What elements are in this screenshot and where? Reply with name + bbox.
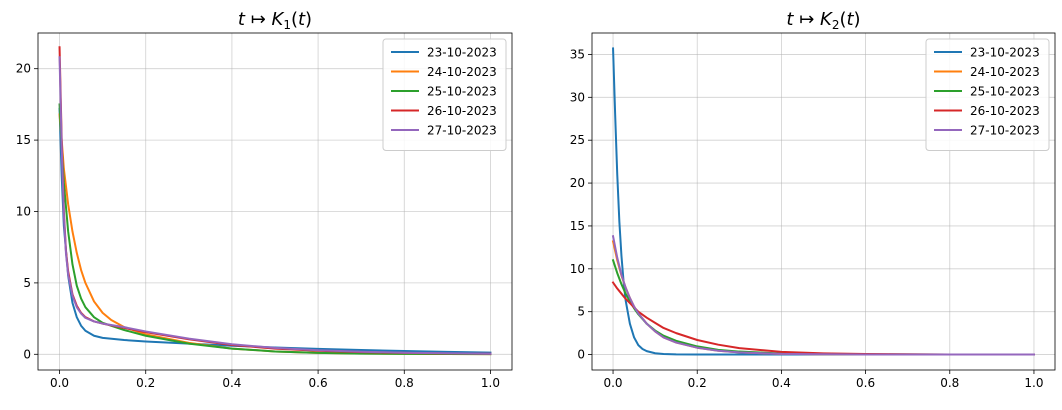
legend-label: 25-10-2023 (970, 85, 1040, 99)
chart-panel-2: 0.0 0.2 0.4 0.6 0.8 1.0 0 5 10 15 20 25 30 35 t ↦ K2(t… (570, 9, 1056, 390)
chart-panel-1: 0.0 0.2 0.4 0.6 0.8 1.0 0 5 10 15 20 t ↦ K1(t) 23-10… (16, 9, 513, 390)
x-tick-label: 0.4 (772, 376, 791, 390)
series-line-27-10-2023 (58, 56, 492, 355)
legend-label: 26-10-2023 (970, 104, 1040, 118)
series-group (58, 46, 492, 356)
chart-title: t ↦ K1(t) (238, 9, 312, 32)
y-tick-label: 20 (570, 176, 585, 190)
x-tick-label: 0.6 (309, 376, 328, 390)
series-line-25-10-2023 (611, 258, 1035, 356)
y-tick-label: 0 (23, 347, 31, 361)
legend-label: 27-10-2023 (427, 124, 497, 138)
legend: 23-10-2023 24-10-2023 25-10-2023 26-10-2023… (382, 38, 507, 151)
y-tick-label: 5 (23, 276, 31, 290)
x-tick-label: 0.8 (395, 376, 414, 390)
y-tick-label: 0 (577, 348, 585, 362)
chart-title: t ↦ K2(t) (786, 9, 860, 32)
legend-label: 24-10-2023 (970, 65, 1040, 79)
series-line-27-10-2023 (611, 235, 1035, 356)
y-tick-label: 15 (16, 133, 31, 147)
x-tick-label: 1.0 (481, 376, 500, 390)
series-group (611, 47, 1035, 356)
x-tick-label: 0.2 (688, 376, 707, 390)
y-tick-label: 10 (16, 204, 31, 218)
legend-box (382, 38, 507, 151)
legend-label: 23-10-2023 (970, 46, 1040, 60)
axes-frame (37, 32, 513, 371)
x-tick-label: 0.2 (136, 376, 155, 390)
y-tick-label: 15 (570, 219, 585, 233)
legend-label: 23-10-2023 (427, 46, 497, 60)
legend-label: 24-10-2023 (427, 65, 497, 79)
legend: 23-10-2023 24-10-2023 25-10-2023 26-10-2023… (925, 38, 1050, 151)
x-tick-label: 0.0 (603, 376, 622, 390)
x-tick-label: 0.6 (856, 376, 875, 390)
legend-box (925, 38, 1050, 151)
series-line-23-10-2023 (612, 47, 1035, 356)
series-line-26-10-2023 (611, 281, 1035, 356)
series-line-24-10-2023 (611, 240, 1035, 356)
x-tick-label: 0.0 (50, 376, 69, 390)
y-tick-label: 35 (570, 47, 585, 61)
x-tick-label: 1.0 (1024, 376, 1043, 390)
legend-label: 27-10-2023 (970, 124, 1040, 138)
y-tick-label: 20 (16, 62, 31, 76)
x-tick-label: 0.4 (222, 376, 241, 390)
legend-label: 25-10-2023 (427, 85, 497, 99)
legend-label: 26-10-2023 (427, 104, 497, 118)
y-tick-label: 25 (570, 133, 585, 147)
axes-frame (591, 32, 1056, 371)
y-tick-label: 10 (570, 262, 585, 276)
y-tick-label: 30 (570, 90, 585, 104)
y-tick-label: 5 (577, 305, 585, 319)
x-tick-label: 0.8 (940, 376, 959, 390)
